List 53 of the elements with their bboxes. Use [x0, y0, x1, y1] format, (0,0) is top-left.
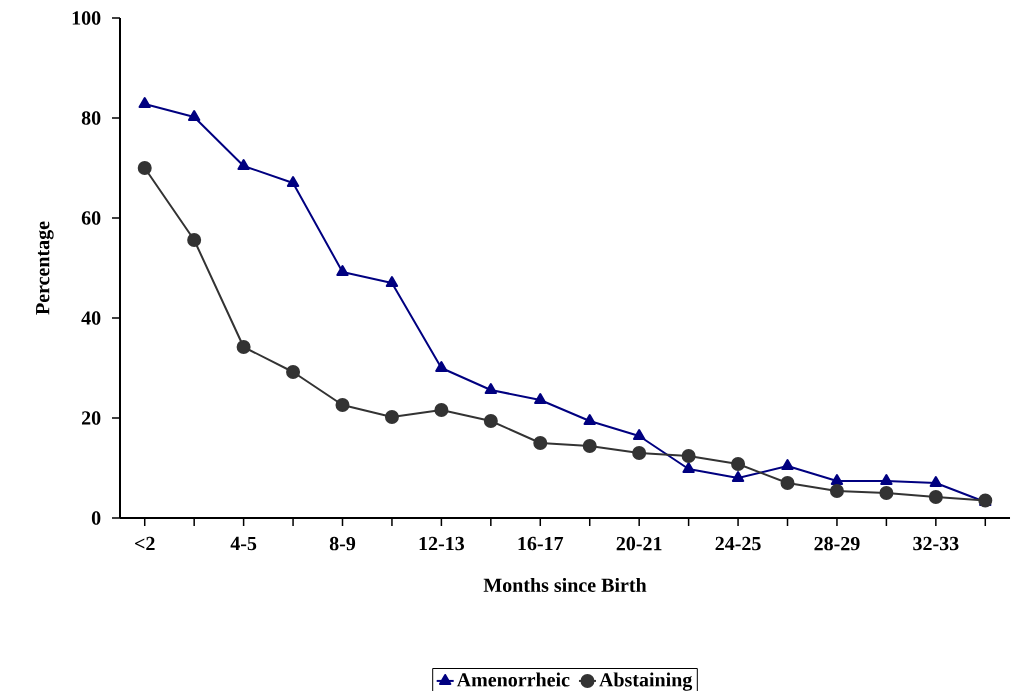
- x-tick-label: 24-25: [715, 536, 761, 551]
- point: [781, 459, 794, 470]
- x-tick-label: 28-29: [814, 536, 860, 551]
- legend-label: Abstaining: [599, 672, 693, 691]
- point: [632, 429, 646, 440]
- x-tick-label: 12-13: [419, 536, 465, 551]
- point: [286, 365, 301, 379]
- x-tick-label: <2: [135, 536, 155, 551]
- point: [286, 176, 300, 187]
- point: [187, 110, 201, 121]
- x-tick-label: 20-21: [616, 536, 662, 551]
- point: [187, 233, 202, 247]
- point: [928, 490, 943, 504]
- point: [929, 476, 943, 487]
- point: [731, 457, 746, 471]
- x-tick-label: 16-17: [518, 536, 564, 551]
- y-tick-label: 80: [81, 111, 101, 125]
- point: [880, 474, 893, 485]
- point: [138, 97, 151, 108]
- point: [336, 265, 349, 276]
- point: [533, 436, 548, 450]
- point: [780, 476, 795, 490]
- point: [385, 276, 399, 287]
- point: [632, 446, 647, 460]
- point: [137, 161, 152, 175]
- y-axis-title: Percentage: [36, 221, 54, 315]
- point: [731, 471, 745, 482]
- point: [237, 159, 250, 170]
- point: [384, 410, 399, 424]
- point: [434, 403, 449, 417]
- x-tick-label: 4-5: [230, 536, 257, 551]
- point: [829, 484, 844, 498]
- x-axis-title: Months since Birth: [483, 577, 647, 592]
- point: [582, 439, 597, 453]
- x-tick-label: 8-9: [329, 536, 356, 551]
- y-tick-label: 60: [81, 211, 101, 225]
- y-tick-label: 40: [81, 311, 101, 325]
- point: [681, 449, 696, 463]
- point: [830, 474, 844, 485]
- point: [583, 414, 596, 425]
- legend-label: Amenorrheic: [456, 672, 570, 687]
- point: [483, 414, 498, 428]
- x-tick-label: 32-33: [913, 536, 959, 551]
- y-tick-label: 20: [81, 411, 101, 425]
- y-tick-label: 100: [72, 11, 101, 25]
- point: [236, 340, 251, 354]
- point: [335, 398, 350, 412]
- point: [435, 361, 448, 372]
- point: [534, 393, 547, 404]
- y-tick-label: 0: [91, 511, 101, 525]
- point: [484, 383, 498, 394]
- point: [682, 462, 695, 473]
- point: [879, 486, 894, 500]
